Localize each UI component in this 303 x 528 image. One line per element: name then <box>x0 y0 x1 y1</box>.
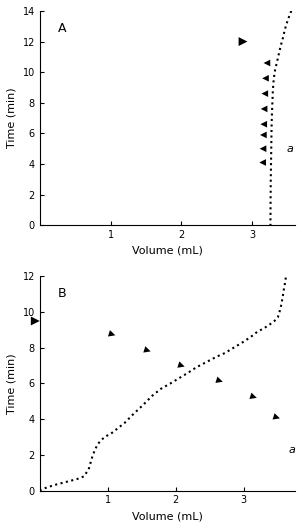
X-axis label: Volume (mL): Volume (mL) <box>132 511 203 521</box>
Text: a: a <box>286 144 293 154</box>
Text: A: A <box>58 22 66 35</box>
Y-axis label: Time (min): Time (min) <box>7 88 17 148</box>
X-axis label: Volume (mL): Volume (mL) <box>132 246 203 256</box>
Text: a: a <box>289 445 295 455</box>
Text: B: B <box>58 287 66 300</box>
Y-axis label: Time (min): Time (min) <box>7 353 17 414</box>
